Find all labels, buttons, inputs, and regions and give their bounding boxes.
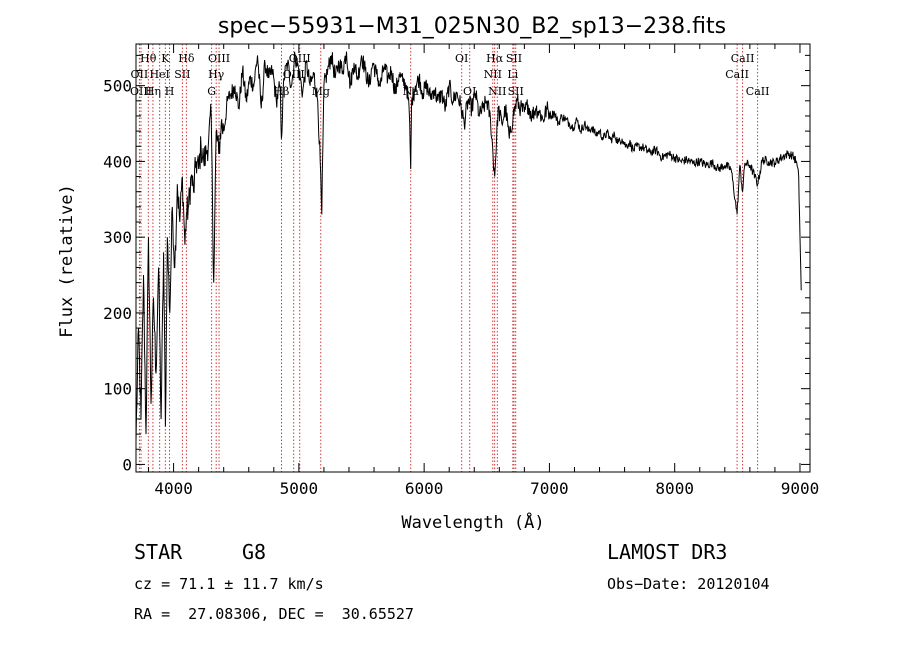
redshift-readout: cz = 71.1 ± 11.7 km/s: [134, 575, 324, 593]
spectrum-series: [135, 51, 802, 442]
y-tick-label: 200: [103, 304, 132, 323]
y-tick-label: 300: [103, 228, 132, 247]
line-label: Mg: [312, 85, 330, 98]
line-label: Hθ: [140, 52, 157, 65]
y-tick-label: 500: [103, 77, 132, 96]
chart-title: spec−55931−M31_025N30_B2_sp13−238.fits: [218, 14, 726, 39]
x-tick-label: 9000: [781, 479, 820, 498]
line-label: OI: [463, 85, 476, 98]
line-label: OIII: [130, 85, 152, 98]
spectrum-line: [135, 51, 802, 442]
line-label: Hη: [145, 85, 161, 98]
line-label: H: [165, 85, 175, 98]
axis-ticks: 4000 5000 6000 7000 8000 9000 0 100 200 300 400 500: [103, 44, 819, 498]
y-tick-label: 0: [122, 455, 132, 474]
line-label: OI: [455, 52, 468, 65]
line-label: K: [161, 52, 170, 65]
line-label: CaII: [731, 52, 755, 65]
line-label: Li: [507, 68, 518, 81]
line-label: Hγ: [208, 68, 225, 81]
line-label: NII: [484, 68, 502, 81]
x-tick-label: 6000: [405, 479, 444, 498]
object-class: STAR: [134, 540, 183, 564]
line-label: CaII: [746, 85, 770, 98]
coordinates: RA = 27.08306, DEC = 30.65527: [134, 605, 414, 623]
survey-label: LAMOST DR3: [607, 540, 728, 564]
y-tick-label: 100: [103, 380, 132, 399]
line-label: NII: [488, 85, 506, 98]
spectral-line-labels: Hθ OII OIII HeI Hη K H SII Hδ OIII Hγ G Hβ OIII OIII Mg…: [130, 52, 769, 98]
x-axis-label: Wavelength (Å): [401, 511, 544, 533]
x-tick-label: 7000: [530, 479, 569, 498]
line-label: CaII: [725, 68, 749, 81]
y-axis-label: Flux (relative): [57, 184, 77, 338]
x-tick-label: 4000: [154, 479, 193, 498]
line-label: Hα: [486, 52, 504, 65]
line-label: Na: [403, 85, 420, 98]
x-tick-label: 5000: [280, 479, 319, 498]
line-label: SII: [508, 85, 524, 98]
spectral-line-markers: [138, 44, 759, 472]
obs-date: Obs−Date: 20120104: [607, 575, 770, 593]
line-label: OIII: [283, 68, 305, 81]
line-label: Hβ: [273, 85, 289, 98]
object-subclass: G8: [242, 540, 267, 564]
x-tick-label: 8000: [655, 479, 694, 498]
line-label: SII: [506, 52, 522, 65]
line-label: OIII: [208, 52, 230, 65]
y-tick-label: 400: [103, 152, 132, 171]
line-label: G: [207, 85, 216, 98]
plot-frame: [135, 43, 811, 473]
line-label: HeI: [149, 68, 169, 81]
line-label: Hδ: [178, 52, 195, 65]
line-label: OII: [131, 68, 149, 81]
line-label: SII: [174, 68, 190, 81]
line-label: OIII: [289, 52, 311, 65]
